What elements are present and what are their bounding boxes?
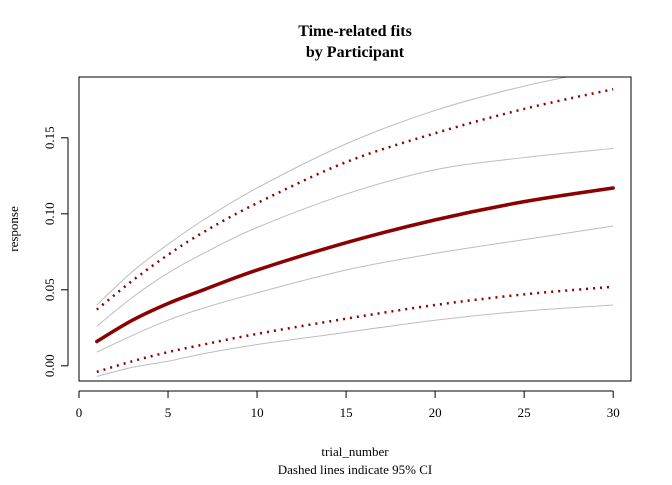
participant-fit-line (96, 225, 614, 353)
chart-subtitle: by Participant (306, 44, 405, 61)
chart-title: Time-related fits (298, 23, 412, 40)
x-tick-label: 15 (340, 405, 353, 420)
chart-caption: Dashed lines indicate 95% CI (278, 462, 433, 477)
plot-frame (78, 76, 632, 382)
x-tick-label: 30 (607, 405, 620, 420)
x-tick-label: 10 (251, 405, 264, 420)
ci-lower-line (96, 285, 614, 374)
y-tick-label: 0.05 (42, 278, 57, 301)
y-axis-label: response (6, 206, 21, 252)
x-tick-label: 0 (76, 405, 83, 420)
participant-fit-line (96, 77, 570, 306)
x-tick-label: 25 (518, 405, 531, 420)
mean-fit-line (95, 186, 615, 344)
y-tick-label: 0.10 (42, 202, 57, 225)
plot-layer: 0 5 10 15 20 25 30 0.00 0.05 0.10 0.15 (42, 76, 632, 420)
participant-fit-line (96, 147, 614, 327)
x-tick-label: 20 (429, 405, 442, 420)
y-tick-label: 0.15 (42, 126, 57, 149)
participant-fit-line (96, 304, 614, 377)
x-tick-label: 5 (165, 405, 172, 420)
x-axis-label: trial_number (321, 444, 389, 459)
y-tick-label: 0.00 (42, 354, 57, 377)
